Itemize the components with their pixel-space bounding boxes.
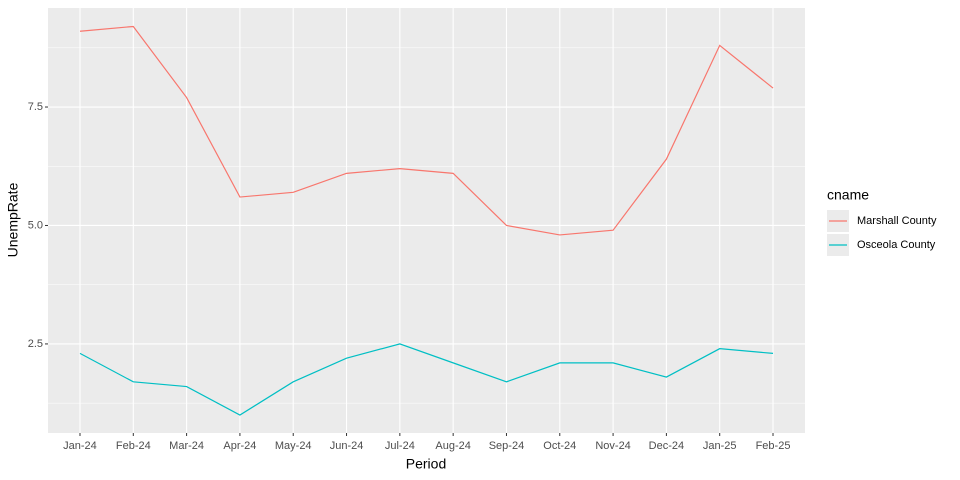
legend-label: Marshall County xyxy=(857,215,937,227)
x-tick-label: Jul-24 xyxy=(385,440,415,452)
y-axis-title: UnempRate xyxy=(5,182,21,257)
x-tick-label: Feb-25 xyxy=(756,440,791,452)
x-tick-label: Jan-24 xyxy=(63,440,97,452)
legend-title: cname xyxy=(827,187,869,203)
series-line xyxy=(79,25,774,236)
x-axis-title: Period xyxy=(406,456,446,472)
x-tick-label: Apr-24 xyxy=(223,440,256,452)
x-tick-label: Jun-24 xyxy=(330,440,364,452)
y-tick-label: 7.5 xyxy=(28,101,43,113)
x-tick-label: May-24 xyxy=(275,440,312,452)
x-tick-label: Mar-24 xyxy=(169,440,204,452)
x-tick-label: Dec-24 xyxy=(649,440,684,452)
y-tick-label: 2.5 xyxy=(28,338,43,350)
legend-label: Osceola County xyxy=(857,239,936,251)
x-tick-label: Jan-25 xyxy=(703,440,737,452)
x-tick-label: Nov-24 xyxy=(595,440,630,452)
series-line xyxy=(79,343,774,416)
x-tick-label: Oct-24 xyxy=(543,440,576,452)
x-tick-label: Feb-24 xyxy=(116,440,151,452)
panel xyxy=(48,8,805,433)
x-tick-label: Sep-24 xyxy=(489,440,524,452)
y-tick-label: 5.0 xyxy=(28,219,43,231)
x-tick-label: Aug-24 xyxy=(435,440,470,452)
